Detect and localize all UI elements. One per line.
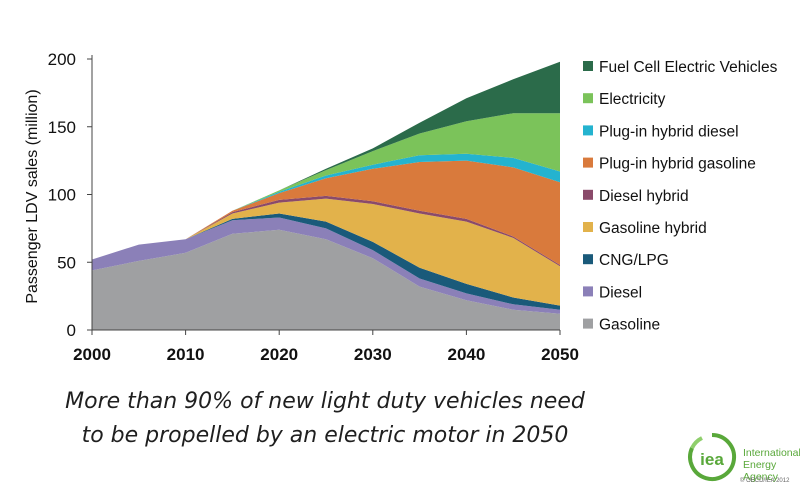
legend-label: CNG/LPG (599, 252, 669, 269)
legend-label: Gasoline (599, 317, 660, 334)
legend-swatch (583, 318, 593, 329)
legend-swatch (583, 93, 593, 104)
y-axis-label: Passenger LDV sales (million) (24, 89, 41, 303)
copyright: © OECD/IEA 2012 (740, 478, 790, 484)
x-tick-label: 2000 (73, 345, 111, 364)
legend-label: Plug-in hybrid gasoline (599, 156, 756, 173)
legend-label: Fuel Cell Electric Vehicles (599, 59, 778, 76)
area-series-2 (92, 213, 560, 310)
y-tick-label: 100 (48, 186, 76, 205)
x-tick-label: 2050 (541, 345, 579, 364)
legend-swatch (583, 189, 593, 200)
legend-label: Electricity (599, 91, 666, 108)
x-tick-label: 2040 (447, 345, 485, 364)
area-series-6 (92, 153, 560, 260)
legend-swatch (583, 157, 593, 168)
legend-swatch (583, 222, 593, 232)
area-series-0 (92, 229, 560, 330)
logo-line-2: Energy Agency (743, 459, 779, 483)
area-series-8 (92, 61, 560, 260)
caption-line-2: to be propelled by an electric motor in … (81, 423, 569, 448)
legend-label: Plug-in hybrid diesel (599, 123, 739, 140)
legend-label: Diesel hybrid (599, 188, 689, 205)
x-tick-label: 2020 (260, 345, 298, 364)
legend-label: Diesel (599, 284, 642, 301)
legend-swatch (583, 286, 593, 297)
y-tick-label: 0 (67, 321, 76, 340)
area-series-7 (92, 113, 560, 260)
iea-logo-icon: iea (688, 432, 737, 481)
y-tick-label: 50 (57, 253, 76, 272)
y-tick-label: 150 (48, 118, 76, 137)
area-series-1 (92, 217, 560, 314)
iea-mark-text: iea (700, 450, 724, 469)
y-tick-label: 200 (48, 50, 76, 69)
legend-swatch (583, 254, 593, 265)
logo-line-1: International (743, 447, 800, 459)
legend-swatch (583, 61, 593, 71)
x-tick-label: 2010 (167, 345, 205, 364)
area-series-5 (92, 160, 560, 265)
legend-label: Gasoline hybrid (599, 220, 707, 237)
area-series-3 (92, 198, 560, 306)
caption-line-1: More than 90% of new light duty vehicles… (65, 389, 585, 414)
x-tick-label: 2030 (354, 345, 392, 364)
legend-swatch (583, 125, 593, 136)
